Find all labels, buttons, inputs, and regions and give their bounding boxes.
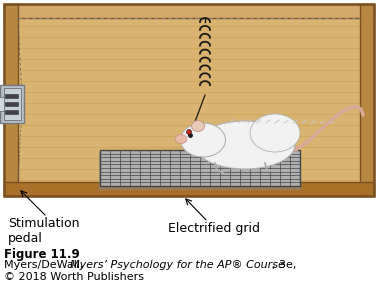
Bar [100,150,300,186]
Ellipse shape [195,121,295,169]
Text: Stimulation
pedal: Stimulation pedal [8,217,79,245]
Bar [0,97,4,111]
Text: Myers’ Psychology for the AP® Course: Myers’ Psychology for the AP® Course [70,260,285,270]
Ellipse shape [187,130,192,134]
Bar [5,102,18,106]
Ellipse shape [175,134,187,144]
Bar [4,182,374,196]
Bar [0,85,24,123]
Bar [5,94,18,98]
Bar [4,4,374,196]
Text: Electrified grid: Electrified grid [168,222,260,235]
Bar [4,4,374,18]
Bar [99,152,301,190]
Text: Figure 11.9: Figure 11.9 [4,248,80,261]
Text: , 3e,: , 3e, [272,260,296,270]
Bar [5,110,18,114]
Bar [360,4,374,196]
Ellipse shape [180,123,225,157]
Ellipse shape [192,120,205,131]
Bar [18,18,360,182]
Bar [4,88,21,120]
Text: © 2018 Worth Publishers: © 2018 Worth Publishers [4,272,144,282]
Ellipse shape [250,114,300,152]
Bar [4,4,18,196]
Text: Myers/DeWall,: Myers/DeWall, [4,260,87,270]
